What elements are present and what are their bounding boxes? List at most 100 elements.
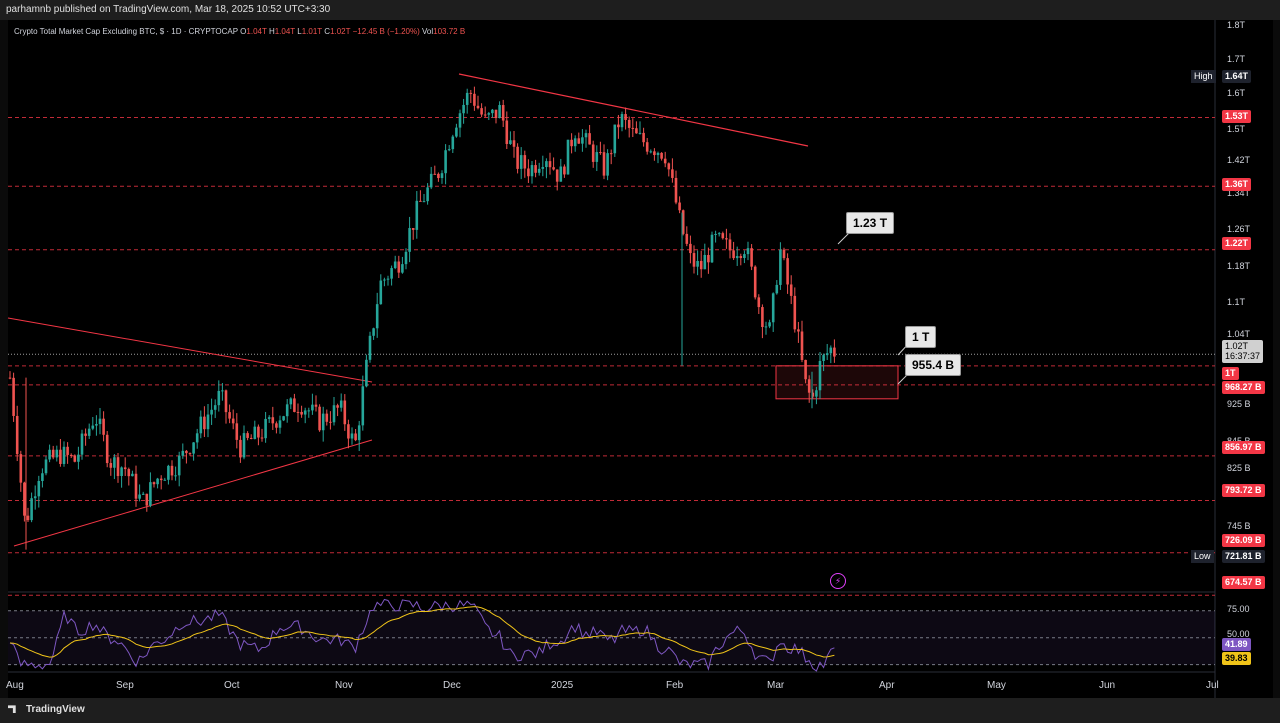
- candle-body: [645, 142, 649, 152]
- candle-body: [512, 140, 516, 147]
- candle-body: [339, 400, 343, 408]
- rsi-ma-tag: 39.83: [1222, 652, 1251, 665]
- candle-body: [152, 482, 156, 485]
- axis-tick: 1.26T: [1227, 224, 1251, 234]
- rsi-ma-line: [9, 606, 835, 658]
- candle-body: [422, 201, 426, 203]
- callout-1-23t[interactable]: 1.23 T: [846, 212, 895, 234]
- candle-body: [113, 457, 116, 468]
- candle-body: [743, 254, 746, 259]
- candle-body: [631, 127, 635, 129]
- candle-body: [145, 493, 149, 506]
- candle-body: [429, 173, 433, 188]
- candle-body: [156, 478, 159, 485]
- candle-body: [707, 254, 710, 263]
- candle-body: [523, 155, 527, 169]
- candle-body: [285, 404, 289, 417]
- candle-body: [494, 109, 498, 119]
- candle-body: [357, 425, 361, 441]
- candle-body: [95, 424, 98, 426]
- candle-body: [221, 390, 224, 392]
- level-tag-968: 968.27 B: [1222, 381, 1265, 394]
- candle-body: [541, 167, 545, 169]
- candle-body: [123, 467, 127, 470]
- candle-body: [451, 136, 455, 150]
- candle-body: [217, 390, 221, 406]
- candle-body: [188, 453, 192, 455]
- candle-body: [599, 152, 602, 154]
- candle-body: [548, 161, 552, 168]
- candle-body: [480, 108, 483, 115]
- candle-body: [289, 398, 293, 405]
- candle-body: [671, 169, 674, 178]
- time-tick-sep: Sep: [116, 680, 134, 691]
- lightning-icon[interactable]: ⚡: [830, 573, 846, 589]
- candle-body: [602, 152, 606, 176]
- candle-body: [609, 153, 613, 155]
- candle-body: [77, 454, 80, 462]
- callout-955b[interactable]: 955.4 B: [905, 354, 962, 376]
- candle-body: [620, 114, 624, 128]
- candle-body: [386, 278, 390, 280]
- candle-body: [674, 177, 678, 203]
- candle-body: [595, 152, 599, 162]
- candle-body: [246, 433, 249, 438]
- candle-body: [444, 150, 447, 174]
- axis-tick: 825 B: [1227, 463, 1251, 473]
- candle-body: [332, 405, 336, 423]
- candle-body: [606, 153, 609, 176]
- candle-body: [185, 450, 188, 454]
- candle-body: [563, 166, 566, 175]
- high-label: H: [268, 27, 275, 36]
- time-tick-jun: Jun: [1099, 680, 1116, 691]
- callout-1t[interactable]: 1 T: [905, 326, 937, 348]
- tradingview-logo[interactable]: TradingView: [8, 704, 85, 715]
- candle-body: [663, 158, 667, 164]
- candle-body: [44, 459, 48, 474]
- candle-body: [797, 329, 800, 332]
- time-tick-jul: Jul: [1206, 680, 1219, 691]
- candle-body: [588, 133, 591, 145]
- candle-body: [746, 248, 750, 255]
- candle-body: [98, 418, 102, 425]
- candle-body: [62, 446, 66, 464]
- candle-body: [469, 92, 473, 94]
- candle-body: [638, 132, 642, 134]
- candle-body: [476, 105, 480, 109]
- candle-body: [786, 258, 789, 285]
- candle-body: [51, 449, 55, 458]
- candle-body: [534, 165, 537, 173]
- candle-body: [530, 165, 534, 177]
- axis-tick: 1.8T: [1227, 20, 1246, 30]
- candle-body: [613, 124, 617, 154]
- candle-body: [33, 496, 37, 499]
- publisher-bar: parhamnb published on TradingView.com, M…: [0, 0, 1280, 20]
- candle-body: [397, 261, 401, 273]
- candle-body: [732, 250, 735, 259]
- candle-body: [440, 173, 444, 179]
- candle-body: [314, 404, 318, 407]
- candle-body: [350, 433, 354, 439]
- candle-body: [80, 433, 84, 455]
- candle-body: [750, 248, 753, 267]
- candle-body: [163, 479, 167, 481]
- candle-body: [415, 200, 419, 230]
- axis-tick: 1.18T: [1227, 261, 1251, 271]
- candle-body: [293, 398, 296, 412]
- open-label: O: [240, 27, 247, 36]
- high-value-tag: 1.64T: [1222, 70, 1252, 83]
- candle-body: [19, 454, 23, 483]
- candle-body: [570, 139, 573, 147]
- axis-tick: 1.1T: [1227, 297, 1246, 307]
- candle-body: [41, 473, 44, 482]
- high-label-tag: High: [1191, 70, 1216, 83]
- candle-body: [296, 411, 300, 413]
- candle-body: [131, 473, 134, 477]
- candle-body: [361, 386, 365, 426]
- candle-body: [365, 359, 368, 387]
- rsi-line: [9, 598, 835, 672]
- candle-body: [30, 498, 33, 521]
- candle-body: [138, 494, 141, 499]
- candle-body: [455, 127, 458, 137]
